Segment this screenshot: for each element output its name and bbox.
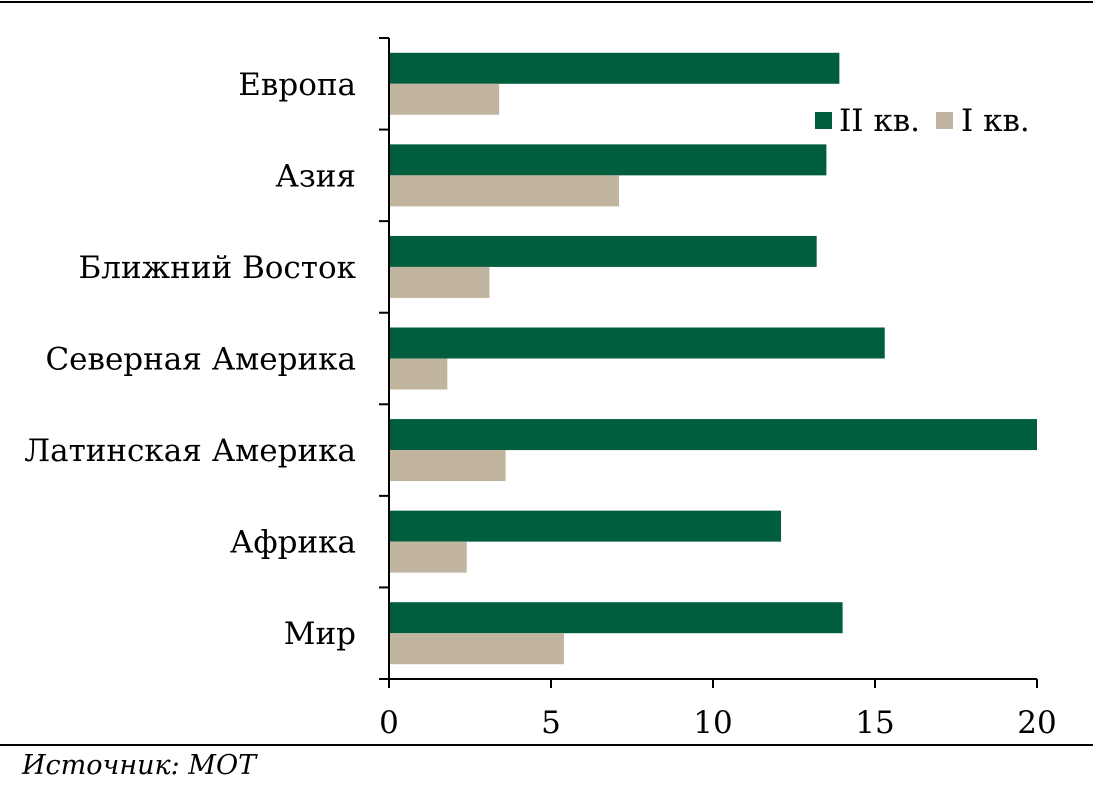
bar-q2-7 [389, 602, 843, 634]
bar-q2-3 [389, 235, 817, 267]
bar-q2-4 [389, 327, 885, 359]
legend-label: II кв. [839, 103, 920, 139]
bar-q1-5 [389, 450, 506, 482]
bar-q2-2 [389, 144, 827, 176]
legend-swatch [815, 112, 832, 129]
x-tick-label: 15 [855, 705, 894, 741]
legend-label: I кв. [961, 103, 1030, 139]
bars-group [389, 52, 1037, 665]
axes-group: Европа Азия Ближний Восток Северная Америка… [24, 37, 1057, 741]
bar-q2-6 [389, 510, 782, 542]
x-tick-label: 0 [379, 705, 399, 741]
x-tick-label: 20 [1017, 705, 1056, 741]
bar-q2-5 [389, 419, 1037, 451]
source-note: Источник: МОТ [22, 750, 257, 781]
x-tick-label: 5 [541, 705, 561, 741]
bar-q1-2 [389, 175, 620, 207]
category-label: Европа [238, 67, 356, 103]
x-tick-label: 10 [693, 705, 732, 741]
bar-q1-1 [389, 83, 500, 115]
category-label: Мир [284, 616, 356, 652]
legend: II кв. I кв. [815, 103, 1030, 139]
bar-q1-3 [389, 266, 490, 298]
category-label: Латинская Америка [24, 433, 356, 469]
category-label: Ближний Восток [79, 250, 357, 286]
category-label: Северная Америка [45, 342, 356, 378]
category-label: Азия [275, 158, 356, 194]
bar-q2-1 [389, 52, 840, 84]
legend-swatch [936, 112, 953, 129]
category-label: Африка [230, 525, 356, 561]
bar-q1-7 [389, 633, 564, 665]
bar-q1-4 [389, 358, 448, 390]
bar-q1-6 [389, 541, 467, 573]
